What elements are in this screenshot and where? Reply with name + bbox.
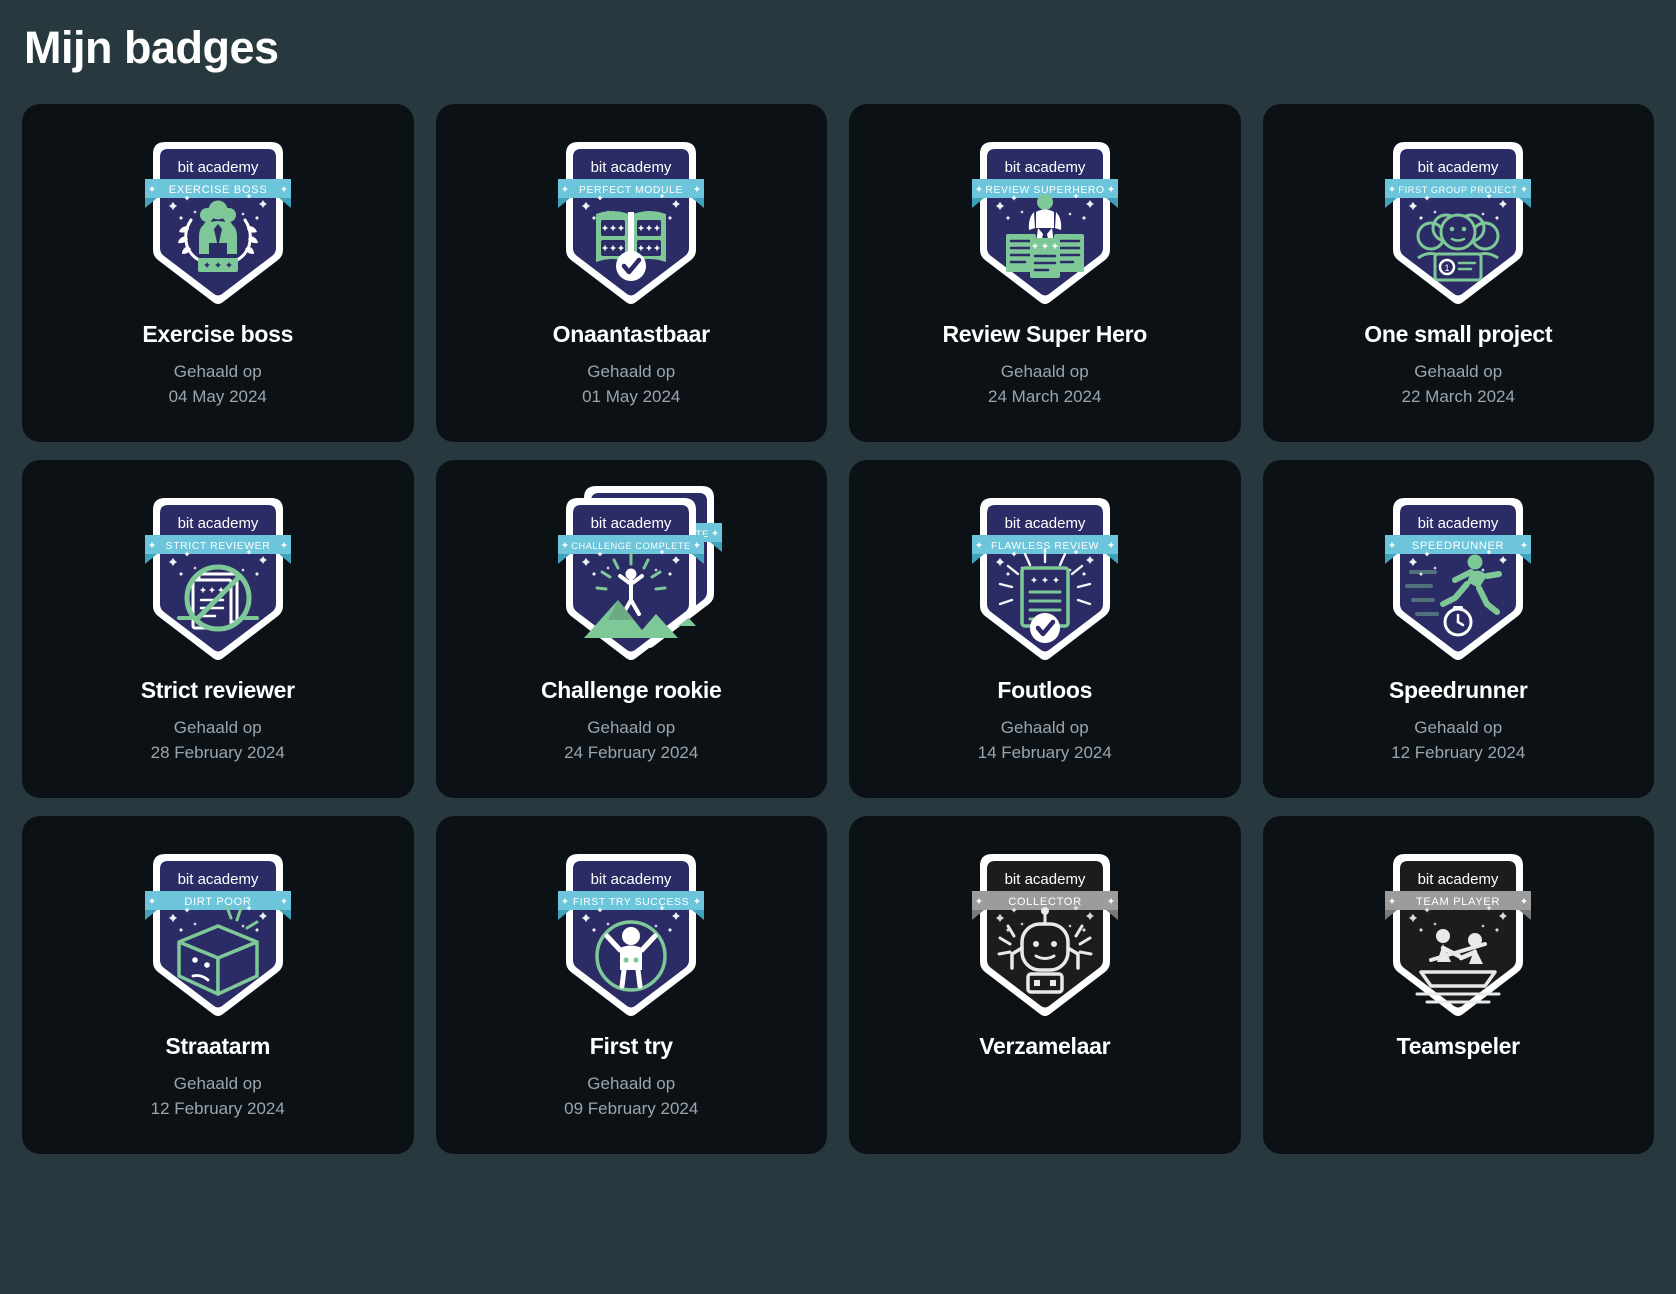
badge-earned-date: 12 February 2024: [150, 1098, 285, 1118]
badge-card[interactable]: bit academy STRICT REVIEWER Strict: [22, 460, 414, 798]
badge-earned-label: Gehaald op: [173, 362, 262, 381]
badge-earned-label: Gehaald op: [587, 362, 676, 381]
badge-card[interactable]: bit academy PERFECT MODULE: [435, 104, 828, 442]
badge-artwork: bit academy TEAM PLAYER: [1263, 844, 1655, 1029]
badge-card[interactable]: bit academy FIRST GROUP PROJECT: [1262, 104, 1655, 442]
badge-earned-label: Gehaald op: [173, 1074, 262, 1093]
badge-artwork: bit academy COLLECTOR: [849, 844, 1241, 1029]
badge-artwork: bit academy REVIEW SUPERHERO: [849, 132, 1241, 317]
badge-card[interactable]: bit academy SPEEDRUNNER: [1262, 460, 1655, 798]
badge-earned-date: 01 May 2024: [582, 386, 681, 406]
badge-title: Strict reviewer: [140, 677, 295, 703]
svg-text:bit academy: bit academy: [591, 515, 672, 532]
badge-artwork: bit academy PERFECT MODULE: [436, 132, 828, 317]
badge-earned-meta: Gehaald op 22 March 2024: [1402, 360, 1515, 409]
badge-earned-date: 14 February 2024: [977, 742, 1112, 762]
svg-text:FIRST GROUP PROJECT: FIRST GROUP PROJECT: [1399, 185, 1518, 195]
badge-title: Foutloos: [997, 677, 1093, 703]
svg-text:bit academy: bit academy: [591, 871, 672, 888]
svg-text:bit academy: bit academy: [177, 515, 258, 532]
badge-card[interactable]: bit academy FLAWLESS REVIEW: [849, 460, 1241, 798]
svg-text:bit academy: bit academy: [177, 871, 258, 888]
badge-earned-date: 09 February 2024: [564, 1098, 699, 1118]
badge-card[interactable]: bit academy DIRT POOR Straatarm Ge: [22, 816, 414, 1154]
svg-text:bit academy: bit academy: [1004, 515, 1085, 532]
badge-title: Review Super Hero: [942, 321, 1148, 347]
badge-card[interactable]: bit academy CHALLENGE COMPLETE: [435, 460, 828, 798]
badge-card[interactable]: bit academy COLLECTOR: [849, 816, 1241, 1154]
svg-text:bit academy: bit academy: [1418, 871, 1499, 888]
page-title: Mijn badges: [24, 22, 279, 73]
badge-earned-meta: Gehaald op 24 March 2024: [988, 360, 1101, 409]
badge-earned-date: 24 February 2024: [564, 742, 699, 762]
badge-artwork: bit academy EXERCISE BOSS: [22, 132, 414, 317]
badge-artwork: bit academy FLAWLESS REVIEW: [849, 488, 1241, 673]
svg-text:bit academy: bit academy: [1418, 159, 1499, 176]
badge-title: Teamspeler: [1396, 1033, 1520, 1059]
badge-earned-label: Gehaald op: [1414, 362, 1503, 381]
badge-earned-label: Gehaald op: [173, 718, 262, 737]
badge-earned-label: Gehaald op: [1414, 718, 1503, 737]
badge-title: First try: [589, 1033, 673, 1059]
badge-artwork: bit academy FIRST TRY SUCCESS: [436, 844, 828, 1029]
svg-text:PERFECT MODULE: PERFECT MODULE: [579, 185, 683, 196]
svg-text:DIRT POOR: DIRT POOR: [184, 896, 251, 908]
badge-earned-label: Gehaald op: [1000, 718, 1089, 737]
badge-artwork: bit academy DIRT POOR: [22, 844, 414, 1029]
badge-card[interactable]: bit academy REVIEW SUPERHERO: [849, 104, 1241, 442]
svg-text:REVIEW SUPERHERO: REVIEW SUPERHERO: [985, 185, 1104, 196]
svg-text:FIRST TRY SUCCESS: FIRST TRY SUCCESS: [573, 897, 689, 908]
badge-earned-meta: Gehaald op 14 February 2024: [978, 716, 1112, 765]
badge-artwork: bit academy STRICT REVIEWER: [22, 488, 414, 673]
badge-earned-date: 28 February 2024: [150, 742, 285, 762]
badge-card[interactable]: bit academy EXERCISE BOSS: [22, 104, 414, 442]
svg-text:CHALLENGE COMPLETE: CHALLENGE COMPLETE: [571, 541, 691, 551]
badge-earned-meta: Gehaald op 12 February 2024: [1391, 716, 1525, 765]
badge-earned-meta: Gehaald op 09 February 2024: [564, 1072, 698, 1121]
svg-text:SPEEDRUNNER: SPEEDRUNNER: [1412, 540, 1504, 552]
badge-earned-label: Gehaald op: [1000, 362, 1089, 381]
badge-card[interactable]: bit academy FIRST TRY SUCCESS First try G…: [435, 816, 828, 1154]
badge-earned-meta: Gehaald op 04 May 2024: [169, 360, 267, 409]
badge-earned-meta: Gehaald op 24 February 2024: [564, 716, 698, 765]
svg-text:bit academy: bit academy: [1004, 871, 1085, 888]
badge-title: One small project: [1364, 321, 1553, 347]
badge-earned-label: Gehaald op: [587, 718, 676, 737]
badge-earned-date: 04 May 2024: [168, 386, 267, 406]
badge-title: Onaantastbaar: [552, 321, 710, 347]
svg-text:bit academy: bit academy: [1418, 515, 1499, 532]
svg-text:bit academy: bit academy: [177, 159, 258, 176]
svg-text:COLLECTOR: COLLECTOR: [1008, 896, 1082, 908]
svg-text:FLAWLESS REVIEW: FLAWLESS REVIEW: [991, 541, 1099, 552]
svg-text:TEAM PLAYER: TEAM PLAYER: [1416, 896, 1500, 908]
badge-earned-date: 24 March 2024: [988, 386, 1102, 406]
badge-grid: bit academy EXERCISE BOSS: [22, 104, 1654, 1154]
badge-title: Speedrunner: [1388, 677, 1528, 703]
badge-artwork: bit academy SPEEDRUNNER: [1263, 488, 1655, 673]
svg-text:STRICT REVIEWER: STRICT REVIEWER: [165, 541, 270, 552]
badge-artwork: bit academy CHALLENGE COMPLETE: [436, 486, 828, 673]
badge-title: Verzamelaar: [979, 1033, 1111, 1059]
svg-text:1: 1: [1445, 263, 1450, 273]
badge-earned-label: Gehaald op: [587, 1074, 676, 1093]
svg-text:EXERCISE BOSS: EXERCISE BOSS: [168, 184, 267, 196]
badge-earned-meta: Gehaald op 12 February 2024: [151, 1072, 285, 1121]
svg-text:bit academy: bit academy: [1004, 159, 1085, 176]
badge-earned-meta: Gehaald op 01 May 2024: [582, 360, 680, 409]
badge-card[interactable]: bit academy TEAM PLAYER Teamspeler: [1262, 816, 1655, 1154]
badge-earned-meta: Gehaald op 28 February 2024: [151, 716, 285, 765]
svg-text:bit academy: bit academy: [591, 159, 672, 176]
badge-earned-date: 12 February 2024: [1391, 742, 1526, 762]
badge-title: Challenge rookie: [540, 677, 722, 703]
badge-title: Straatarm: [165, 1033, 271, 1059]
badge-artwork: bit academy FIRST GROUP PROJECT: [1263, 132, 1655, 317]
badge-earned-date: 22 March 2024: [1401, 386, 1515, 406]
badge-title: Exercise boss: [142, 321, 294, 347]
